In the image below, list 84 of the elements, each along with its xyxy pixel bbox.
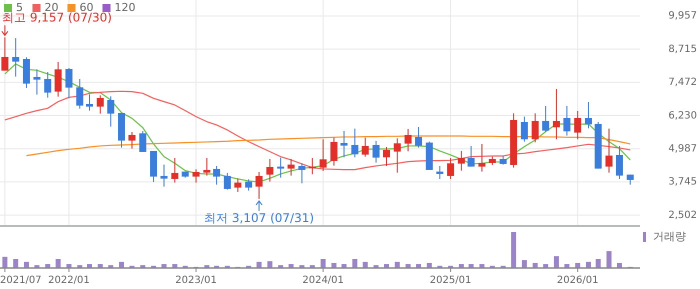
candlestick — [436, 165, 444, 180]
bar — [2, 256, 8, 268]
bar — [119, 262, 124, 268]
bar — [320, 259, 326, 268]
candlestick — [404, 128, 412, 152]
candlestick — [563, 105, 570, 136]
candlestick — [340, 130, 348, 158]
candlestick — [520, 116, 528, 142]
candlestick — [298, 162, 306, 184]
candlestick — [277, 157, 284, 178]
candlestick — [12, 38, 20, 78]
bar — [56, 259, 61, 268]
y-tick-label: 8,715 — [668, 44, 697, 55]
candlestick — [86, 94, 93, 112]
candlestick — [44, 71, 52, 98]
candlestick — [468, 145, 475, 168]
annotation: 최저 3,107 (07/31) — [204, 210, 314, 225]
legend-label: 120 — [114, 1, 136, 14]
candlestick — [107, 96, 114, 128]
candlestick — [192, 168, 200, 184]
candlestick — [213, 165, 220, 186]
x-tick-label: 2022/01 — [48, 275, 90, 286]
candlestick — [372, 140, 380, 164]
candlestick — [234, 178, 242, 192]
candlestick — [256, 171, 263, 200]
candlestick — [139, 130, 146, 152]
candlestick — [96, 94, 104, 114]
y-tick-label: 7,472 — [668, 77, 697, 88]
y-tick-label: 3,745 — [668, 176, 697, 188]
bar — [267, 261, 272, 268]
candlestick — [606, 128, 613, 174]
candlestick — [308, 157, 316, 175]
candlestick — [362, 137, 369, 158]
bar — [586, 262, 591, 268]
bar — [596, 259, 601, 268]
candlestick — [245, 178, 252, 192]
candlestick — [266, 158, 274, 182]
candlestick — [320, 138, 327, 172]
candlestick — [76, 78, 84, 110]
candlestick — [33, 68, 40, 96]
candlestick — [415, 126, 422, 148]
legend-label: 거래량 — [653, 230, 686, 244]
x-tick-label: 2025/01 — [430, 275, 472, 286]
bar — [13, 259, 18, 268]
candlestick — [383, 146, 390, 166]
candlestick — [447, 157, 454, 180]
bar — [606, 251, 612, 268]
candlestick — [552, 88, 560, 140]
bar — [522, 260, 527, 268]
bar — [24, 262, 29, 268]
candlestick — [351, 128, 358, 158]
candlestick — [288, 158, 295, 176]
candlestick — [584, 101, 592, 129]
candlestick — [458, 150, 465, 172]
candlestick — [54, 61, 62, 98]
bar — [362, 262, 368, 268]
bar — [554, 256, 559, 268]
bar — [511, 232, 516, 268]
y-tick-label: 6,230 — [668, 110, 697, 122]
candlestick — [574, 110, 582, 140]
candlestick — [542, 105, 550, 132]
candlestick — [626, 174, 634, 186]
x-tick-label: 2021/07 — [0, 275, 42, 286]
candlestick — [616, 145, 623, 180]
bar — [394, 262, 400, 268]
candlestick — [394, 138, 401, 174]
bar — [256, 262, 262, 268]
x-tick-label: 2026/01 — [556, 275, 598, 286]
y-tick-label: 9,957 — [668, 10, 697, 22]
candlestick — [1, 36, 8, 72]
x-tick-label: 2023/01 — [175, 275, 217, 286]
bar — [352, 259, 358, 268]
candlestick — [532, 112, 539, 143]
candlestick — [224, 172, 231, 190]
x-tick-label: 2024/01 — [302, 275, 344, 286]
candlestick — [128, 131, 136, 150]
candlestick — [160, 164, 168, 188]
y-tick-label: 4,987 — [668, 143, 697, 154]
candlestick — [330, 137, 338, 166]
candlestick — [478, 143, 486, 172]
candlestick — [171, 157, 178, 184]
y-tick-label: 2,502 — [668, 210, 697, 221]
candlestick — [203, 157, 210, 176]
candlestick — [65, 67, 72, 99]
